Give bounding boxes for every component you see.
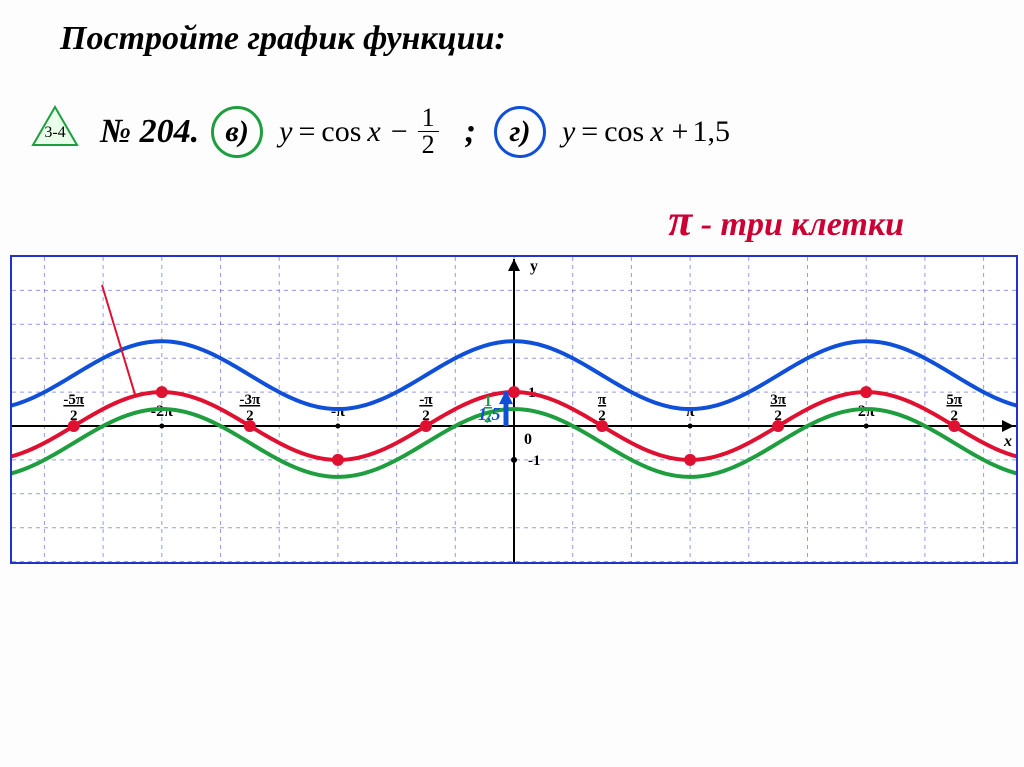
chart-container: yx01-1-5π2-2π-3π2-π-π2π2π3π22π5π21,512 <box>10 255 1018 564</box>
svg-text:3π: 3π <box>770 392 787 408</box>
pi-note: π - три клетки <box>668 195 904 246</box>
difficulty-badge: 3-4 <box>30 105 80 149</box>
sample-dot <box>772 420 784 432</box>
part-v-circle: в) <box>211 106 263 158</box>
sample-dot <box>420 420 432 432</box>
svg-text:5π: 5π <box>946 392 963 408</box>
svg-text:-π: -π <box>419 392 433 408</box>
svg-text:0: 0 <box>524 431 532 448</box>
sample-dot <box>156 386 168 398</box>
svg-text:-2π: -2π <box>151 403 173 420</box>
formula-g: y=cosx+1,5 <box>562 115 730 149</box>
svg-text:x: x <box>1003 433 1012 450</box>
svg-text:-π: -π <box>331 403 345 420</box>
svg-text:π: π <box>598 392 607 408</box>
exercise-line: № 204. в) y=cosx− 12 ; г) y=cosx+1,5 <box>100 105 740 158</box>
formula-v: y=cosx− 12 <box>279 105 443 158</box>
svg-text:-1: -1 <box>528 453 541 469</box>
svg-text:y: y <box>530 258 538 275</box>
sample-dot <box>684 454 696 466</box>
part-g-circle: г) <box>494 106 546 158</box>
sample-dot <box>68 420 80 432</box>
sample-dot <box>332 454 344 466</box>
sample-dot <box>508 386 520 398</box>
sample-dot <box>860 386 872 398</box>
svg-text:2: 2 <box>484 409 492 426</box>
page-title: Постройте график функции: <box>60 20 506 58</box>
exercise-number: № 204. <box>100 113 199 151</box>
sample-dot <box>596 420 608 432</box>
svg-text:-3π: -3π <box>239 392 260 408</box>
svg-text:-5π: -5π <box>63 392 84 408</box>
sample-dot <box>244 420 256 432</box>
svg-text:π: π <box>686 403 695 420</box>
svg-text:3-4: 3-4 <box>44 124 65 141</box>
sample-dot <box>948 420 960 432</box>
chart-svg: yx01-1-5π2-2π-3π2-π-π2π2π3π22π5π21,512 <box>12 257 1016 562</box>
svg-text:2π: 2π <box>858 403 875 420</box>
separator: ; <box>465 113 476 151</box>
svg-text:1: 1 <box>484 393 492 410</box>
